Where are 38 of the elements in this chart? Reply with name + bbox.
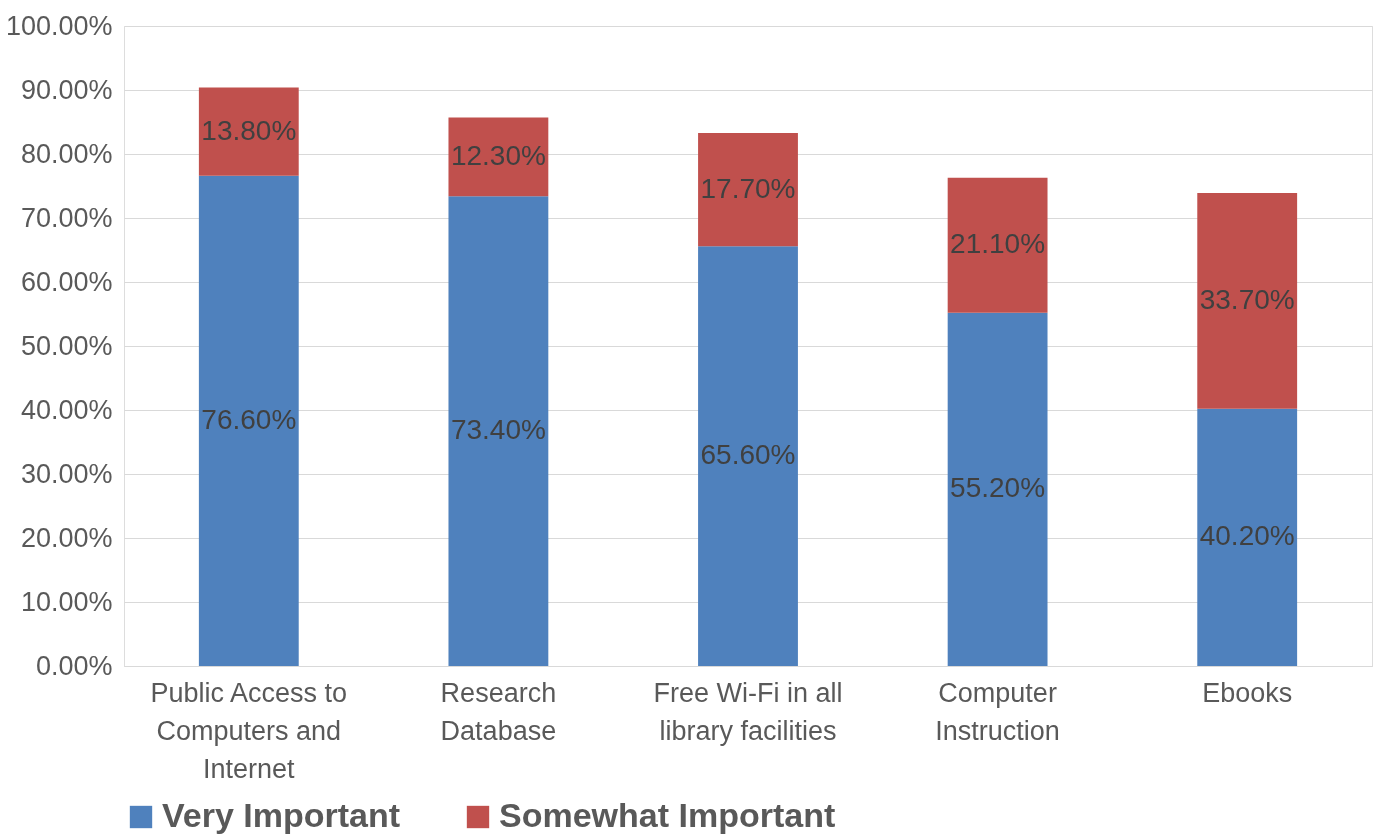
y-tick-label: 10.00% bbox=[20, 586, 113, 617]
data-label: 33.70% bbox=[1199, 283, 1295, 315]
y-tick-label: 40.00% bbox=[20, 394, 113, 425]
bar bbox=[198, 175, 299, 666]
legend-label: Very Important bbox=[162, 796, 401, 834]
bar bbox=[198, 87, 299, 176]
bar bbox=[1197, 408, 1298, 666]
y-tick-label: 70.00% bbox=[20, 202, 113, 233]
legend-label: Somewhat Important bbox=[499, 796, 836, 834]
data-label: 12.30% bbox=[450, 139, 546, 171]
y-tick-label: 0.00% bbox=[35, 650, 113, 681]
y-tick-label: 80.00% bbox=[20, 138, 113, 169]
y-tick-label: 100.00% bbox=[5, 10, 113, 41]
y-tick-label: 60.00% bbox=[20, 266, 113, 297]
bar bbox=[947, 312, 1048, 666]
x-tick-label: Computer Instruction bbox=[935, 677, 1060, 746]
bar bbox=[698, 246, 798, 666]
bar bbox=[698, 132, 798, 247]
bar bbox=[448, 196, 549, 666]
x-tick-label: Free Wi-Fi in all library facilities bbox=[653, 677, 843, 746]
data-label: 73.40% bbox=[450, 414, 546, 446]
data-label: 21.10% bbox=[950, 228, 1046, 260]
data-label: 13.80% bbox=[201, 114, 297, 146]
x-tick-label: Public Access to Computers and Internet bbox=[150, 677, 348, 784]
x-tick-label: Ebooks bbox=[1202, 677, 1293, 708]
x-tick-label: Research Database bbox=[440, 677, 557, 746]
y-tick-label: 20.00% bbox=[20, 522, 113, 553]
data-label: 17.70% bbox=[700, 172, 796, 204]
y-tick-label: 30.00% bbox=[20, 458, 113, 489]
data-label: 65.60% bbox=[700, 439, 796, 471]
y-tick-label: 50.00% bbox=[20, 330, 113, 361]
data-label: 55.20% bbox=[950, 472, 1046, 504]
bar bbox=[448, 117, 549, 197]
data-label: 76.60% bbox=[201, 403, 297, 435]
y-tick-label: 90.00% bbox=[20, 74, 113, 105]
data-label: 40.20% bbox=[1199, 520, 1295, 552]
bar bbox=[947, 177, 1048, 313]
bar bbox=[1197, 193, 1298, 409]
